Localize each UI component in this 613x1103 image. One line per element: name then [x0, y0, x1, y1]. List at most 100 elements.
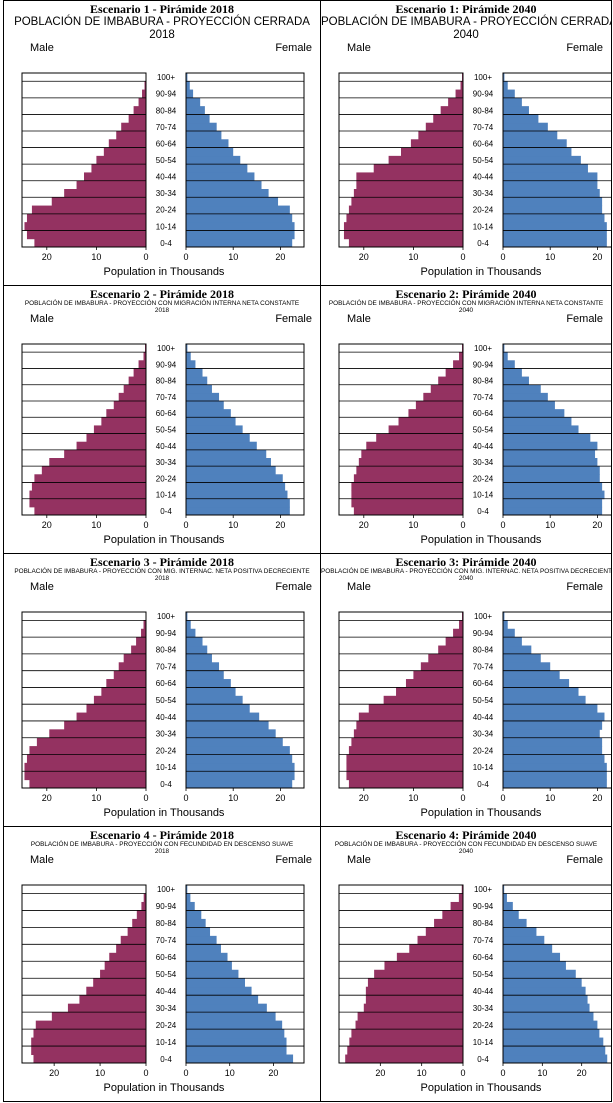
male-bar [351, 498, 463, 508]
male-bar [358, 458, 463, 467]
male-bar [143, 620, 146, 630]
row-divider [3, 826, 611, 827]
male-bar [358, 712, 463, 722]
female-bar [186, 441, 257, 451]
x-tick-label: 10 [408, 793, 418, 803]
male-bar [461, 885, 463, 894]
female-bar [186, 935, 217, 945]
female-bar [186, 1012, 276, 1022]
male-bar [100, 969, 146, 979]
pyramid-panel: Escenario 1 - Pirámide 2018 POBLACIÓN DE … [4, 1, 320, 285]
female-bar [186, 754, 293, 764]
male-bar [413, 670, 463, 680]
age-tick-label: 30-34 [156, 730, 177, 739]
male-bar [365, 986, 463, 996]
age-tick-label: 90-94 [156, 90, 177, 99]
male-bar [356, 172, 463, 182]
male-bar [346, 754, 463, 764]
male-bar [348, 779, 463, 789]
female-bar [503, 1046, 606, 1056]
male-bar [388, 425, 463, 435]
male-bar [136, 910, 146, 920]
age-tick-label: 70-74 [156, 936, 177, 945]
male-bar [127, 927, 146, 937]
female-plot-border [185, 343, 305, 516]
pyramid-chart: 100+ 90-94 80-84 70-74 60-64 50-54 40-44 30-34 2… [21, 343, 305, 546]
panel-subtitle: POBLACIÓN DE IMBABURA - PROYECCIÓN CERRA… [14, 16, 310, 28]
age-tick-label: 90-94 [156, 902, 177, 911]
male-bar [26, 230, 146, 240]
male-bar [453, 628, 463, 638]
female-bar [503, 213, 605, 223]
male-bar [453, 360, 463, 369]
female-bar [186, 474, 283, 483]
male-bar [128, 114, 146, 124]
x-tick-label: 10 [228, 520, 238, 530]
male-bar [442, 910, 463, 920]
female-plot-border [185, 884, 305, 1064]
female-bar [186, 885, 188, 894]
male-bar [343, 230, 463, 240]
male-bar [31, 1037, 147, 1047]
x-tick-label: 0 [143, 793, 148, 803]
x-tick-label: 20 [42, 793, 52, 803]
age-tick-label: 20-24 [473, 206, 494, 215]
female-label: Female [566, 313, 603, 325]
female-bar [503, 961, 566, 971]
female-bar [503, 506, 603, 516]
female-bar [186, 482, 286, 492]
age-tick-label: 90-94 [156, 360, 177, 369]
female-bar [503, 720, 603, 730]
female-bar [503, 97, 522, 107]
female-bar [503, 449, 596, 459]
male-bar [103, 147, 146, 157]
female-bar [503, 653, 541, 663]
age-tick-label: 10-14 [156, 222, 177, 231]
female-bar [186, 901, 195, 911]
female-bar [186, 712, 260, 722]
female-bar [186, 628, 196, 638]
female-bar [186, 762, 295, 772]
age-tick-label: 20-24 [156, 1021, 177, 1030]
male-bar [86, 704, 146, 714]
female-bar [503, 344, 505, 353]
age-tick-label: 60-64 [473, 409, 494, 418]
panel-subtitle: POBLACIÓN DE IMBABURA - PROYECCIÓN CON M… [321, 568, 611, 575]
female-bar [186, 189, 269, 198]
x-tick-label: 0 [183, 1068, 188, 1078]
female-bar [503, 368, 522, 378]
x-tick-label: 20 [42, 252, 52, 262]
panel-subtitle: 2018 [149, 29, 175, 41]
female-bar [186, 720, 269, 730]
female-bar [503, 205, 603, 215]
age-tick-label: 60-64 [156, 953, 177, 962]
female-bar [186, 401, 224, 410]
male-bar [101, 417, 146, 426]
male-bar [353, 474, 463, 483]
panel-subtitle: 2040 [458, 574, 474, 582]
panel-subtitle: 2040 [458, 847, 474, 855]
male-bar [86, 986, 146, 996]
male-bar [93, 425, 146, 435]
age-tick-label: 10-14 [473, 1038, 494, 1047]
female-plot-border [502, 884, 611, 1064]
male-bar [448, 97, 463, 107]
male-bar [346, 213, 463, 223]
female-bar [186, 704, 250, 714]
male-bar [29, 490, 146, 500]
female-bar [186, 164, 248, 173]
age-tick-label: 50-54 [473, 970, 494, 979]
female-bar [186, 106, 205, 115]
x-tick-label: 10 [228, 252, 238, 262]
female-bar [186, 679, 231, 688]
female-bar [186, 498, 290, 508]
age-tick-label: 0-4 [477, 239, 489, 248]
female-bar [186, 344, 188, 353]
female-bar [503, 927, 537, 937]
female-bar [503, 1037, 604, 1047]
female-bar [186, 433, 250, 443]
age-tick-label: 70-74 [473, 123, 494, 132]
female-bar [186, 368, 203, 378]
age-tick-label: 0-4 [477, 780, 489, 789]
male-bar [346, 762, 463, 772]
